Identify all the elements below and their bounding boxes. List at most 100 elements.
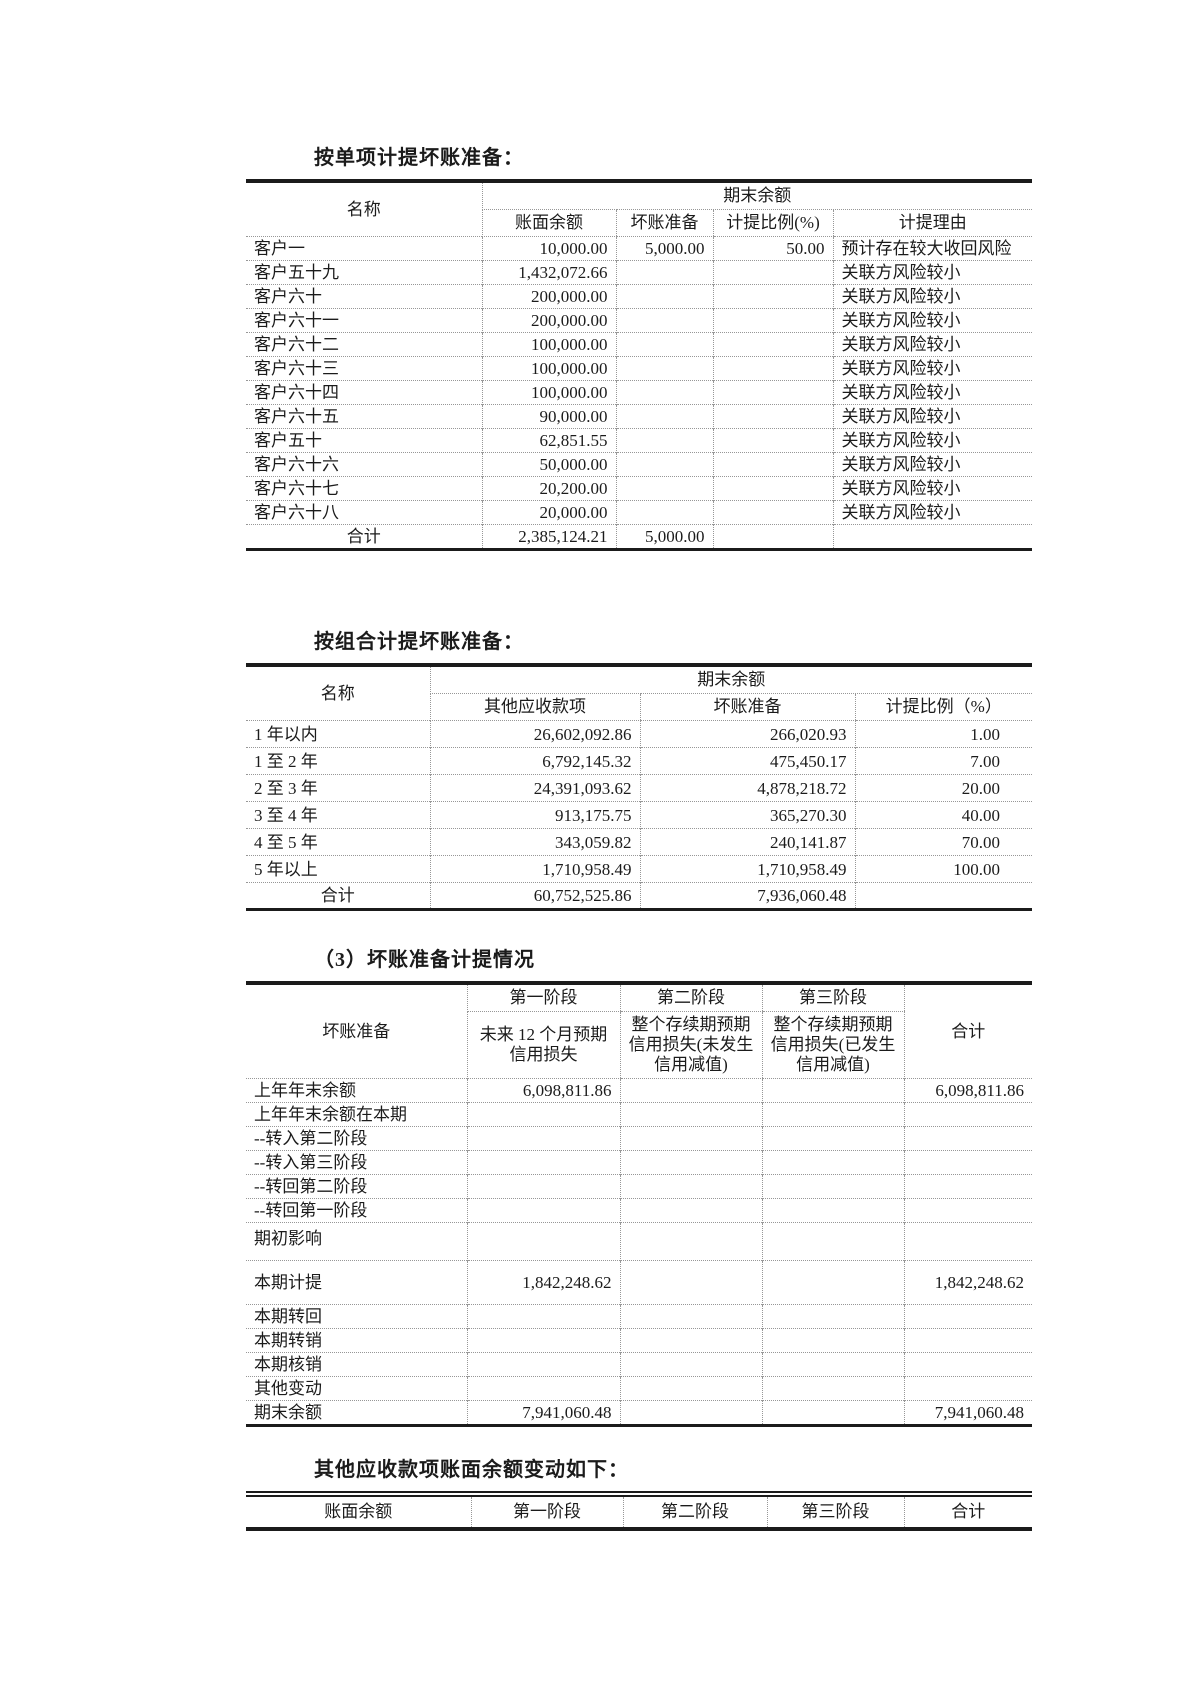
cell-provision bbox=[615, 404, 713, 429]
table-row: 2 至 3 年 24,391,093.62 4,878,218.72 20.00 bbox=[246, 774, 1033, 802]
table-row: 期末余额 7,941,060.48 7,941,060.48 bbox=[246, 1400, 1032, 1426]
section-title-provision-changes: （3）坏账准备计提情况 bbox=[314, 949, 535, 971]
col-header-stage2: 第二阶段 bbox=[622, 1494, 767, 1529]
cell-ratio bbox=[712, 500, 833, 525]
cell-balance: 20,200.00 bbox=[481, 476, 616, 501]
cell-reason: 关联方风险较小 bbox=[832, 500, 1032, 525]
table-row: 本期转回 bbox=[246, 1304, 1032, 1329]
table-row: 上年年末余额在本期 bbox=[246, 1102, 1032, 1127]
cell-provision bbox=[615, 284, 713, 309]
cell-s2 bbox=[619, 1304, 762, 1329]
cell-label: --转回第二阶段 bbox=[246, 1174, 467, 1199]
col-header-other-receivables: 其他应收款项 bbox=[429, 693, 640, 721]
cell-receivable: 60,752,525.86 bbox=[429, 882, 640, 910]
cell-receivable: 26,602,092.86 bbox=[429, 720, 640, 748]
cell-receivable: 24,391,093.62 bbox=[429, 774, 640, 802]
cell-label: 客户六十二 bbox=[246, 332, 482, 357]
cell-s3 bbox=[761, 1260, 904, 1305]
cell-label: 上年年末余额 bbox=[246, 1078, 467, 1103]
table-row: 客户六十六 50,000.00 关联方风险较小 bbox=[246, 452, 1032, 477]
table-row: 期初影响 bbox=[246, 1222, 1032, 1261]
cell-ratio: 20.00 bbox=[854, 774, 1033, 802]
header-row-period-end: 名称 期末余额 bbox=[246, 665, 1033, 703]
header-row-stage-descriptions: 未来 12 个月预期信用损失 整个存续期预期信用损失(未发生信用减值) 整个存续… bbox=[246, 1011, 1032, 1079]
cell-label: 其他变动 bbox=[246, 1376, 467, 1401]
cell-ratio bbox=[854, 882, 1033, 910]
cell-provision: 475,450.17 bbox=[639, 747, 855, 775]
table-row: --转回第一阶段 bbox=[246, 1198, 1032, 1223]
cell-ratio bbox=[712, 524, 833, 550]
table-row: 客户六十二 100,000.00 关联方风险较小 bbox=[246, 332, 1032, 357]
cell-receivable: 343,059.82 bbox=[429, 828, 640, 856]
cell-total bbox=[903, 1352, 1032, 1377]
header-row-stages: 坏账准备 第一阶段 第二阶段 第三阶段 合计 bbox=[246, 983, 1032, 1079]
cell-provision: 1,710,958.49 bbox=[639, 855, 855, 883]
cell-ratio bbox=[712, 380, 833, 405]
table-row: 客户六十 200,000.00 关联方风险较小 bbox=[246, 284, 1032, 309]
cell-s3 bbox=[761, 1102, 904, 1127]
table-row: 客户六十八 20,000.00 关联方风险较小 bbox=[246, 500, 1032, 525]
cell-s3 bbox=[761, 1222, 904, 1261]
cell-provision bbox=[615, 452, 713, 477]
cell-provision: 240,141.87 bbox=[639, 828, 855, 856]
cell-balance: 90,000.00 bbox=[481, 404, 616, 429]
stage1-subheader: 未来 12 个月预期信用损失 bbox=[466, 1011, 620, 1079]
cell-s3 bbox=[761, 1352, 904, 1377]
cell-balance: 100,000.00 bbox=[481, 332, 616, 357]
cell-ratio: 70.00 bbox=[854, 828, 1033, 856]
cell-s2 bbox=[619, 1174, 762, 1199]
table-row: --转入第二阶段 bbox=[246, 1126, 1032, 1151]
table-row: 1 年以内 26,602,092.86 266,020.93 1.00 bbox=[246, 720, 1033, 748]
section-title-balance-changes: 其他应收款项账面余额变动如下： bbox=[314, 1459, 629, 1481]
cell-s2 bbox=[619, 1126, 762, 1151]
cell-provision bbox=[615, 380, 713, 405]
cell-label: 1 至 2 年 bbox=[246, 747, 430, 775]
provision-changes-table-body: 上年年末余额 6,098,811.86 6,098,811.86 上年年末余额在本期 -… bbox=[246, 1078, 1032, 1426]
col-header-name: 名称 bbox=[320, 683, 355, 703]
cell-s1 bbox=[466, 1222, 620, 1261]
cell-balance: 100,000.00 bbox=[481, 356, 616, 381]
cell-label: --转回第一阶段 bbox=[246, 1198, 467, 1223]
cell-label: 客户五十九 bbox=[246, 260, 482, 285]
header-row-columns: 其他应收款项 坏账准备 计提比例（%） bbox=[246, 693, 1033, 721]
cell-reason: 关联方风险较小 bbox=[832, 356, 1032, 381]
table-row: 客户六十一 200,000.00 关联方风险较小 bbox=[246, 308, 1032, 333]
section-title-individual: 按单项计提坏账准备： bbox=[314, 147, 524, 169]
col-header-book-balance: 账面余额 bbox=[481, 209, 616, 237]
cell-ratio bbox=[712, 308, 833, 333]
cell-ratio: 1.00 bbox=[854, 720, 1033, 748]
cell-balance: 20,000.00 bbox=[481, 500, 616, 525]
cell-receivable: 1,710,958.49 bbox=[429, 855, 640, 883]
cell-total bbox=[903, 1150, 1032, 1175]
cell-s3 bbox=[761, 1304, 904, 1329]
cell-ratio: 7.00 bbox=[854, 747, 1033, 775]
cell-label: 客户六十五 bbox=[246, 404, 482, 429]
cell-provision bbox=[615, 308, 713, 333]
cell-ratio bbox=[712, 284, 833, 309]
table-row: 客户一 10,000.00 5,000.00 50.00 预计存在较大收回风险 bbox=[246, 236, 1032, 261]
cell-s1 bbox=[466, 1102, 620, 1127]
cell-provision: 4,878,218.72 bbox=[639, 774, 855, 802]
header-row: 账面余额 第一阶段 第二阶段 第三阶段 合计 bbox=[246, 1494, 1032, 1529]
table-row: --转入第三阶段 bbox=[246, 1150, 1032, 1175]
cell-reason: 关联方风险较小 bbox=[832, 380, 1032, 405]
cell-label: 客户五十 bbox=[246, 428, 482, 453]
cell-balance: 100,000.00 bbox=[481, 380, 616, 405]
table-row: 本期计提 1,842,248.62 1,842,248.62 bbox=[246, 1260, 1032, 1305]
cell-label: 客户六十八 bbox=[246, 500, 482, 525]
cell-balance: 2,385,124.21 bbox=[481, 524, 616, 550]
cell-total bbox=[903, 1328, 1032, 1353]
cell-provision bbox=[615, 428, 713, 453]
header-row-columns: 账面余额 坏账准备 计提比例(%) 计提理由 bbox=[246, 209, 1032, 237]
table-row: 合计 2,385,124.21 5,000.00 bbox=[246, 524, 1032, 550]
table-row: 4 至 5 年 343,059.82 240,141.87 70.00 bbox=[246, 828, 1033, 856]
col-header-ratio: 计提比例(%) bbox=[712, 209, 833, 237]
cell-total bbox=[903, 1304, 1032, 1329]
cell-s1 bbox=[466, 1304, 620, 1329]
section-portfolio-provision: 按组合计提坏账准备： 名称 期末余额 其他应收款项 坏账准备 计提比例（%） bbox=[246, 629, 1033, 911]
cell-s1: 6,098,811.86 bbox=[466, 1078, 620, 1103]
cell-ratio: 50.00 bbox=[712, 236, 833, 261]
cell-label: 4 至 5 年 bbox=[246, 828, 430, 856]
cell-reason: 关联方风险较小 bbox=[832, 404, 1032, 429]
